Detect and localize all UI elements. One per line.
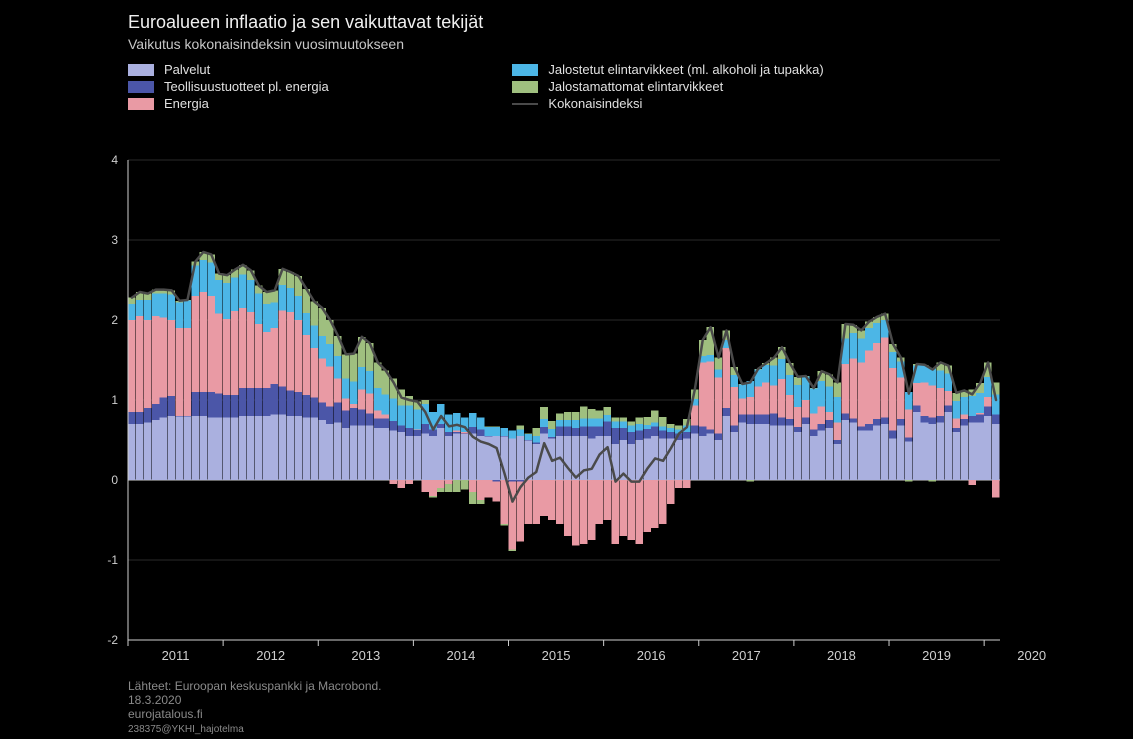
- footer-code: 238375@YKHI_hajotelma: [128, 724, 244, 735]
- footer-date: 18.3.2020: [128, 693, 181, 707]
- svg-text:3: 3: [111, 233, 118, 247]
- svg-text:2017: 2017: [732, 648, 761, 663]
- svg-text:2018: 2018: [827, 648, 856, 663]
- svg-text:2014: 2014: [446, 648, 475, 663]
- svg-text:2015: 2015: [542, 648, 571, 663]
- svg-text:4: 4: [111, 153, 118, 167]
- chart-container: Euroalueen inflaatio ja sen vaikuttavat …: [0, 0, 1133, 739]
- svg-text:2013: 2013: [351, 648, 380, 663]
- footer-site: eurojatalous.fi: [128, 707, 203, 721]
- svg-text:1: 1: [111, 393, 118, 407]
- svg-text:-2: -2: [107, 633, 118, 647]
- svg-text:2011: 2011: [162, 648, 190, 663]
- footer-sources: Lähteet: Euroopan keskuspankki ja Macrob…: [128, 679, 382, 693]
- svg-text:2019: 2019: [922, 648, 951, 663]
- svg-text:-1: -1: [107, 553, 118, 567]
- svg-text:2020: 2020: [1017, 648, 1046, 663]
- plot-svg: -2 -1 0 1 2 3 4 2011 2012 2013 2014 2015 2016 2017 201…: [0, 0, 1133, 739]
- svg-text:2016: 2016: [637, 648, 666, 663]
- svg-text:2012: 2012: [256, 648, 285, 663]
- svg-text:2: 2: [111, 313, 118, 327]
- svg-text:0: 0: [111, 473, 118, 487]
